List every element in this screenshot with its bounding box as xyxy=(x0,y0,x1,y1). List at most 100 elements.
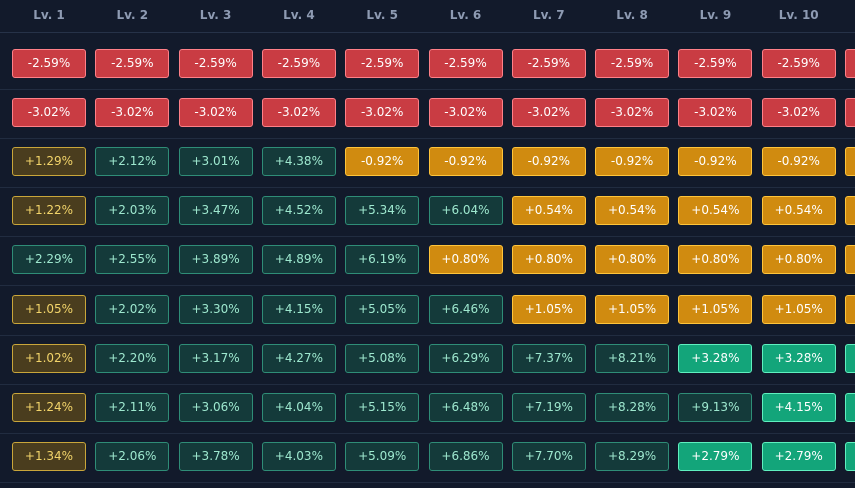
return-cell[interactable]: +2.11% xyxy=(95,392,170,422)
return-cell[interactable]: +1.34% xyxy=(12,441,86,471)
return-cell[interactable]: -3.02% xyxy=(12,98,86,128)
return-cell[interactable]: +4.15% xyxy=(761,392,836,422)
return-cell[interactable]: +6.04% xyxy=(428,196,503,226)
return-cell[interactable]: +1.05% xyxy=(511,294,586,324)
return-cell[interactable]: +1.05% xyxy=(678,294,753,324)
return-cell[interactable]: +9.13% xyxy=(678,392,753,422)
return-cell[interactable]: +3.30% xyxy=(178,294,253,324)
return-cell[interactable]: +2.03% xyxy=(95,196,170,226)
return-cell[interactable]: +6.46% xyxy=(428,294,503,324)
return-cell[interactable]: +4.27% xyxy=(261,343,336,373)
return-cell[interactable]: +2.79% xyxy=(761,441,836,471)
return-cell[interactable]: -2.59% xyxy=(678,49,753,78)
return-cell[interactable]: +4.52% xyxy=(261,196,336,226)
return-cell[interactable] xyxy=(845,343,855,373)
return-cell[interactable]: +3.78% xyxy=(178,441,253,471)
return-cell[interactable]: -2.59% xyxy=(261,49,336,78)
return-cell[interactable]: +8.29% xyxy=(595,441,670,471)
return-cell[interactable]: +1.05% xyxy=(595,294,670,324)
return-cell[interactable]: +1.22% xyxy=(12,196,86,226)
return-cell[interactable]: -0.92% xyxy=(761,147,836,177)
return-cell[interactable]: +5.05% xyxy=(345,294,420,324)
return-cell[interactable]: +0.80% xyxy=(595,245,670,275)
return-cell[interactable] xyxy=(845,294,855,324)
return-cell[interactable] xyxy=(845,98,855,128)
return-cell[interactable]: +5.09% xyxy=(345,441,420,471)
return-cell[interactable]: +7.37% xyxy=(511,343,586,373)
return-cell[interactable]: +7.70% xyxy=(511,441,586,471)
return-cell[interactable]: +8.21% xyxy=(595,343,670,373)
return-cell[interactable]: -3.02% xyxy=(428,98,503,128)
return-cell[interactable]: -3.02% xyxy=(761,98,836,128)
return-cell[interactable]: -2.59% xyxy=(511,49,586,78)
return-cell[interactable]: +3.47% xyxy=(178,196,253,226)
return-cell[interactable]: +0.80% xyxy=(761,245,836,275)
return-cell[interactable]: +0.54% xyxy=(511,196,586,226)
return-cell[interactable]: -0.92% xyxy=(345,147,420,177)
return-cell[interactable] xyxy=(845,392,855,422)
return-cell[interactable]: +2.06% xyxy=(95,441,170,471)
return-cell[interactable]: +7.19% xyxy=(511,392,586,422)
return-cell[interactable]: +3.89% xyxy=(178,245,253,275)
return-cell[interactable] xyxy=(845,49,855,78)
return-cell[interactable]: +1.05% xyxy=(12,294,86,324)
return-cell[interactable]: +1.02% xyxy=(12,343,86,373)
return-cell[interactable]: +1.29% xyxy=(12,147,86,177)
return-cell[interactable]: +0.54% xyxy=(678,196,753,226)
return-cell[interactable]: +1.05% xyxy=(761,294,836,324)
return-cell[interactable]: +3.01% xyxy=(178,147,253,177)
return-cell[interactable]: +4.04% xyxy=(261,392,336,422)
return-cell[interactable]: -0.92% xyxy=(428,147,503,177)
return-cell[interactable] xyxy=(845,245,855,275)
return-cell[interactable]: -2.59% xyxy=(761,49,836,78)
return-cell[interactable]: +4.03% xyxy=(261,441,336,471)
return-cell[interactable]: -0.92% xyxy=(511,147,586,177)
return-cell[interactable]: -0.92% xyxy=(678,147,753,177)
return-cell[interactable]: -2.59% xyxy=(345,49,420,78)
return-cell[interactable]: +3.28% xyxy=(678,343,753,373)
return-cell[interactable]: +4.38% xyxy=(261,147,336,177)
return-cell[interactable]: +3.17% xyxy=(178,343,253,373)
return-cell[interactable]: +0.80% xyxy=(511,245,586,275)
level-header-10: Lv. 10 xyxy=(778,8,819,22)
return-cell[interactable] xyxy=(845,441,855,471)
return-cell[interactable]: -2.59% xyxy=(595,49,670,78)
return-cell[interactable]: +0.80% xyxy=(678,245,753,275)
return-cell[interactable]: -0.92% xyxy=(595,147,670,177)
return-cell[interactable]: +5.34% xyxy=(345,196,420,226)
return-cell[interactable]: +8.28% xyxy=(595,392,670,422)
return-cell[interactable]: -3.02% xyxy=(511,98,586,128)
return-cell[interactable]: -2.59% xyxy=(95,49,170,78)
return-cell[interactable]: +3.06% xyxy=(178,392,253,422)
return-cell[interactable]: -3.02% xyxy=(595,98,670,128)
return-cell[interactable]: +6.29% xyxy=(428,343,503,373)
return-cell[interactable]: -2.59% xyxy=(428,49,503,78)
return-cell[interactable]: +2.55% xyxy=(95,245,170,275)
return-cell[interactable]: -2.59% xyxy=(12,49,86,78)
return-cell[interactable]: -3.02% xyxy=(345,98,420,128)
return-cell[interactable]: +5.08% xyxy=(345,343,420,373)
return-cell[interactable]: +6.19% xyxy=(345,245,420,275)
return-cell[interactable]: +0.54% xyxy=(761,196,836,226)
return-cell[interactable] xyxy=(845,147,855,177)
return-cell[interactable]: +5.15% xyxy=(345,392,420,422)
return-cell[interactable]: -2.59% xyxy=(178,49,253,78)
return-cell[interactable]: -3.02% xyxy=(678,98,753,128)
return-cell[interactable]: -3.02% xyxy=(178,98,253,128)
return-cell[interactable]: -3.02% xyxy=(261,98,336,128)
return-cell[interactable]: +2.29% xyxy=(12,245,86,275)
return-cell[interactable]: +2.12% xyxy=(95,147,170,177)
return-cell[interactable]: +2.79% xyxy=(678,441,753,471)
return-cell[interactable]: +3.28% xyxy=(761,343,836,373)
return-cell[interactable]: +0.54% xyxy=(595,196,670,226)
return-cell[interactable]: +4.15% xyxy=(261,294,336,324)
return-cell[interactable]: +4.89% xyxy=(261,245,336,275)
return-cell[interactable]: +6.86% xyxy=(428,441,503,471)
return-cell[interactable]: +6.48% xyxy=(428,392,503,422)
return-cell[interactable]: +2.20% xyxy=(95,343,170,373)
return-cell[interactable]: +0.80% xyxy=(428,245,503,275)
return-cell[interactable]: +1.24% xyxy=(12,392,86,422)
return-cell[interactable]: +2.02% xyxy=(95,294,170,324)
return-cell[interactable]: -3.02% xyxy=(95,98,170,128)
return-cell[interactable] xyxy=(845,196,855,226)
